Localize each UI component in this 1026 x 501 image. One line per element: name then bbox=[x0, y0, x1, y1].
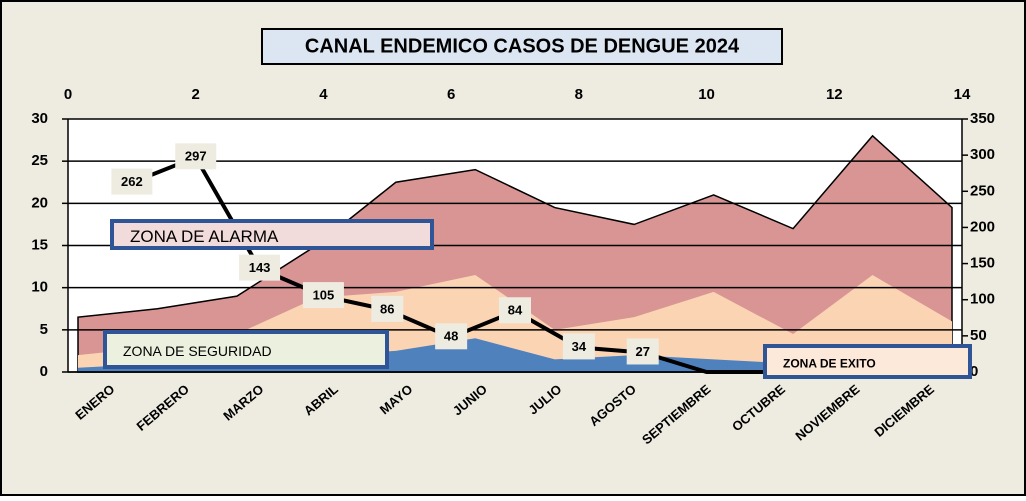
y2-tick-label: 0 bbox=[970, 363, 978, 380]
data-label-box bbox=[302, 282, 344, 309]
chart-title: CANAL ENDEMICO CASOS DE DENGUE 2024 bbox=[305, 35, 740, 57]
x2-tick-label: 14 bbox=[954, 86, 971, 103]
legend-box bbox=[103, 330, 389, 369]
y2-tick-label: 200 bbox=[970, 218, 995, 235]
data-label: 86 bbox=[380, 301, 394, 316]
data-label-box bbox=[435, 323, 468, 350]
data-label: 34 bbox=[572, 339, 587, 354]
data-label: 297 bbox=[185, 149, 207, 164]
y2-tick-label: 100 bbox=[970, 291, 995, 308]
y-tick-label: 5 bbox=[40, 321, 48, 338]
y2-tick-label: 50 bbox=[970, 327, 987, 344]
data-label-box bbox=[371, 295, 404, 322]
data-label-box bbox=[499, 297, 531, 324]
x2-tick-label: 4 bbox=[319, 86, 328, 103]
data-label-box bbox=[239, 254, 281, 281]
data-label: 48 bbox=[444, 329, 458, 344]
y2-tick-label: 300 bbox=[970, 146, 995, 163]
data-label-box bbox=[626, 338, 659, 365]
x2-tick-label: 2 bbox=[192, 86, 200, 103]
legend-label: ZONA DE SEGURIDAD bbox=[123, 343, 272, 359]
y-tick-label: 30 bbox=[31, 110, 48, 127]
y2-tick-label: 350 bbox=[970, 110, 995, 127]
data-label: 27 bbox=[635, 344, 649, 359]
y-tick-label: 25 bbox=[31, 152, 48, 169]
y2-tick-label: 150 bbox=[970, 255, 995, 272]
x2-tick-label: 0 bbox=[64, 86, 72, 103]
y2-tick-label: 250 bbox=[970, 182, 995, 199]
data-label-box bbox=[562, 333, 595, 360]
data-label: 84 bbox=[508, 303, 523, 318]
data-label-box bbox=[175, 143, 217, 170]
legend-box bbox=[110, 219, 434, 250]
title-box bbox=[261, 28, 783, 65]
data-label: 143 bbox=[249, 260, 271, 275]
data-label-box bbox=[111, 168, 153, 195]
y-tick-label: 20 bbox=[31, 194, 48, 211]
y-tick-label: 15 bbox=[31, 236, 48, 253]
data-label: 262 bbox=[121, 174, 143, 189]
legend-label: ZONA DE EXITO bbox=[783, 357, 876, 371]
y-tick-label: 10 bbox=[31, 279, 48, 296]
legend-box bbox=[763, 344, 972, 379]
x2-tick-label: 12 bbox=[826, 86, 843, 103]
legend-label: ZONA DE ALARMA bbox=[130, 227, 279, 246]
x2-tick-label: 6 bbox=[447, 86, 455, 103]
data-label: 105 bbox=[313, 288, 335, 303]
x2-tick-label: 8 bbox=[575, 86, 583, 103]
y-tick-label: 0 bbox=[40, 363, 48, 380]
x2-tick-label: 10 bbox=[698, 86, 715, 103]
